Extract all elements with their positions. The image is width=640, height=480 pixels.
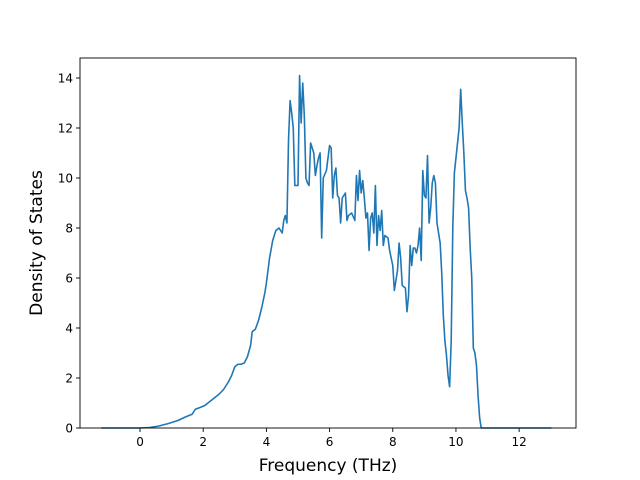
x-axis-title: Frequency (THz) — [259, 456, 398, 476]
y-tick-label: 4 — [65, 322, 73, 336]
series-line-dos — [101, 74, 552, 429]
y-tick-label: 8 — [65, 222, 73, 236]
y-axis-ticks: 0 2 4 6 8 10 12 14 — [58, 72, 80, 436]
y-tick-label: 10 — [58, 172, 73, 186]
plot-frame — [79, 57, 577, 429]
y-tick-label: 12 — [58, 122, 73, 136]
y-axis-title: Density of States — [27, 170, 47, 316]
x-tick-label: 8 — [389, 435, 397, 449]
x-tick-label: 12 — [511, 435, 526, 449]
x-tick-label: 2 — [199, 435, 207, 449]
y-tick-label: 14 — [58, 72, 73, 86]
y-tick-label: 6 — [65, 272, 73, 286]
x-tick-label: 6 — [326, 435, 334, 449]
x-tick-label: 10 — [448, 435, 463, 449]
x-tick-label: 4 — [263, 435, 271, 449]
x-tick-label: 0 — [136, 435, 144, 449]
x-axis-ticks: 0 2 4 6 8 10 12 — [136, 428, 527, 449]
y-tick-label: 2 — [65, 372, 73, 386]
y-tick-label: 0 — [65, 422, 73, 436]
